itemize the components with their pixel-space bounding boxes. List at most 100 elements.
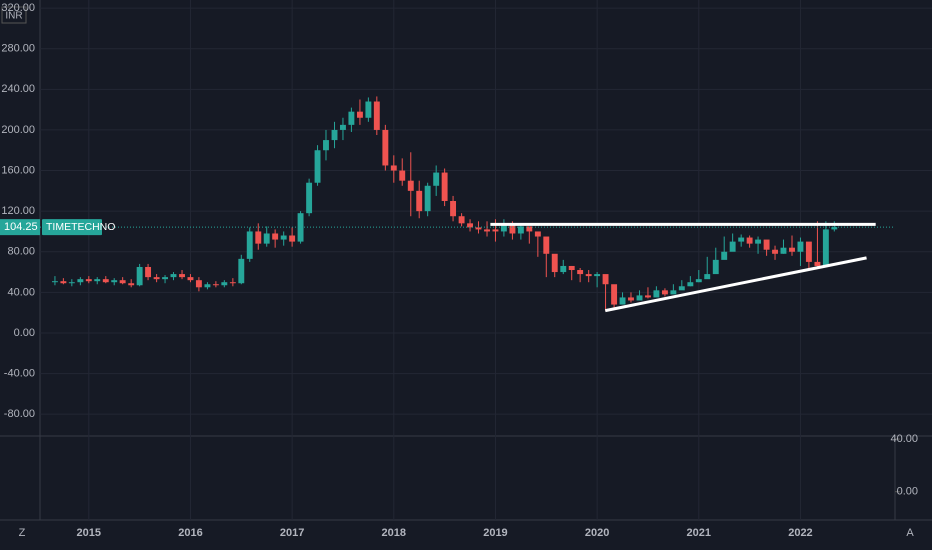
candle-body [365, 101, 372, 118]
candle-body [568, 265, 575, 271]
button[interactable]: A [906, 527, 914, 539]
candle-body [433, 172, 440, 186]
x-tick-label: 2021 [687, 527, 711, 539]
candle-body [780, 247, 787, 254]
candle-body [111, 280, 118, 283]
candle-body [755, 239, 762, 244]
y-tick-label: 200.00 [1, 124, 35, 136]
candle-body [814, 261, 821, 266]
x-tick-label: 2019 [483, 527, 507, 539]
y-tick-label: 240.00 [1, 83, 35, 95]
candle-body [229, 282, 236, 284]
candle-body [619, 297, 626, 305]
symbol-label: TIMETECHNO [46, 221, 115, 233]
candle-body [331, 129, 338, 141]
candle-body [441, 172, 448, 201]
candle-body [238, 258, 245, 284]
candle-body [399, 170, 406, 181]
candle-body [475, 227, 482, 230]
candle-body [179, 274, 185, 278]
candle-body [153, 277, 160, 280]
candle-body [145, 266, 152, 278]
candle-body [551, 253, 558, 273]
x-tick-label: 2022 [788, 527, 812, 539]
candle-body [416, 190, 423, 212]
candle-body [763, 239, 770, 250]
currency: INR [5, 11, 22, 22]
candle-body [602, 274, 609, 285]
x-tick-label: 2020 [585, 527, 609, 539]
candle-body [805, 241, 812, 262]
candle-body [467, 223, 473, 228]
candle-body [526, 226, 533, 232]
candle-body [280, 235, 287, 240]
candle-body [424, 185, 431, 212]
candle-body [721, 251, 728, 260]
candle-body [458, 216, 465, 224]
candle-body [204, 284, 211, 288]
candle-body [509, 223, 516, 234]
candle-body [263, 233, 270, 244]
candle-body [255, 231, 262, 244]
candle-body [102, 279, 109, 283]
candle-body [585, 274, 592, 277]
candle-body [577, 270, 584, 275]
candle-body [484, 229, 490, 232]
candle-body [695, 279, 702, 283]
candle-body [534, 231, 541, 237]
candle-body [119, 280, 126, 284]
candle-body [678, 286, 685, 291]
candle-body [306, 182, 313, 214]
x-tick-label: 2016 [178, 527, 202, 539]
button[interactable]: Z [19, 527, 26, 539]
y-tick-label: 40.00 [7, 286, 35, 298]
trendline [604, 256, 867, 313]
candle-body [195, 280, 202, 288]
candle-body [492, 229, 499, 232]
candle-body [289, 235, 296, 242]
candle-body [246, 231, 253, 259]
candle-body [712, 259, 719, 275]
currency-box [1, 6, 27, 24]
candle-body [162, 277, 169, 280]
y-tick-label: 280.00 [1, 43, 35, 55]
candle-body [704, 274, 711, 280]
candle-body [738, 237, 745, 242]
candle-body [170, 274, 177, 278]
candle-body [560, 265, 567, 273]
candle-body [611, 284, 618, 305]
symbol-box [42, 219, 102, 236]
candle-body [772, 249, 778, 254]
candle-body [500, 223, 507, 232]
candle-body [687, 282, 694, 287]
candle-body [136, 266, 143, 286]
candle-body [450, 200, 457, 217]
candle-body [68, 282, 75, 284]
last-price-label: 104.25 [4, 221, 38, 233]
candle-body [340, 124, 346, 130]
y-tick-label: 0.00 [14, 327, 35, 339]
candle-body [356, 111, 363, 118]
candle-body [373, 101, 380, 130]
x-tick-label: 2018 [382, 527, 406, 539]
candle-body [543, 236, 550, 254]
x-tick-label: 2015 [77, 527, 101, 539]
candle-body [51, 281, 58, 283]
candle-body [407, 180, 414, 191]
y-tick-label: 40.00 [890, 433, 918, 445]
candle-body [661, 290, 668, 295]
candle-body [297, 213, 304, 242]
candle-body [517, 226, 524, 234]
candle-body [60, 281, 67, 284]
candle-body [746, 237, 753, 244]
last-price-box [0, 219, 40, 236]
candle-body [314, 150, 321, 183]
candle-body [323, 140, 329, 151]
candle-body [789, 247, 795, 252]
candle-body [822, 229, 829, 266]
candle-body [272, 233, 279, 240]
y-tick-label: 120.00 [1, 205, 35, 217]
y-tick-label: 80.00 [7, 246, 35, 258]
y-tick-label: -40.00 [4, 367, 35, 379]
x-tick-label: 2017 [280, 527, 304, 539]
